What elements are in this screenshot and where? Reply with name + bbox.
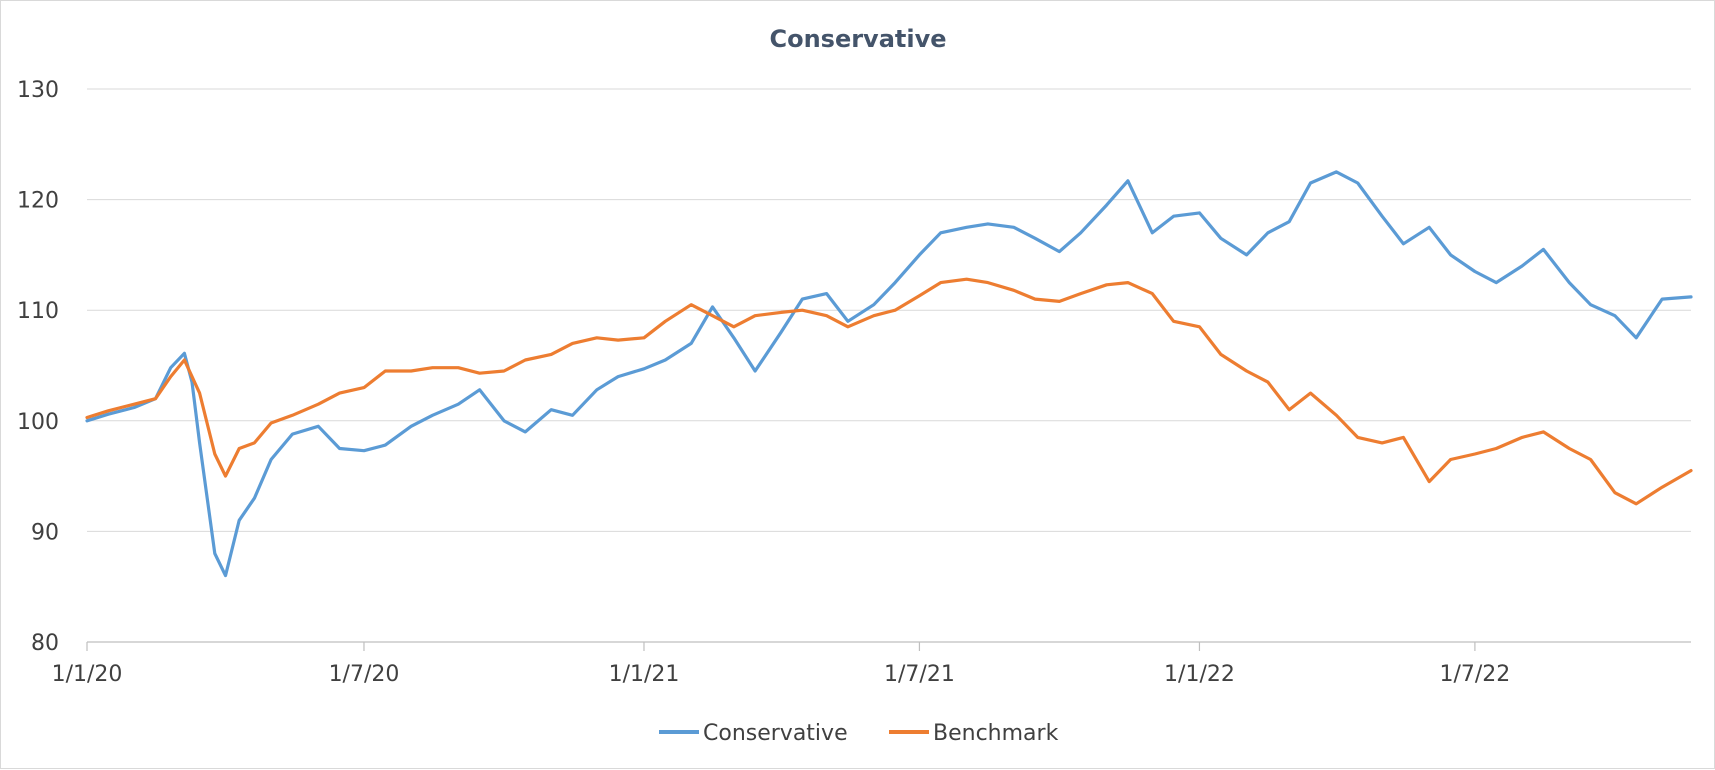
x-tick-label: 1/7/22 — [1439, 662, 1510, 687]
x-tick-label: 1/7/20 — [329, 662, 400, 687]
series-lines — [87, 172, 1691, 576]
legend: Conservative Benchmark — [659, 721, 1059, 746]
gridlines — [87, 89, 1691, 642]
legend-label-conservative: Conservative — [703, 721, 848, 746]
x-tick-label: 1/7/21 — [884, 662, 955, 687]
y-tick-label: 90 — [31, 520, 59, 545]
series-line-conservative — [87, 172, 1691, 576]
y-tick-label: 130 — [17, 78, 59, 103]
x-axis-ticks: 1/1/20 1/7/20 1/1/21 1/7/21 1/1/22 1/7/22 — [52, 642, 1511, 687]
y-tick-label: 100 — [17, 410, 59, 435]
series-line-benchmark — [87, 279, 1691, 504]
x-tick-label: 1/1/21 — [609, 662, 680, 687]
y-axis-ticks: 80 90 100 110 120 130 — [17, 78, 59, 656]
x-tick-label: 1/1/22 — [1164, 662, 1235, 687]
legend-label-benchmark: Benchmark — [933, 721, 1059, 746]
y-tick-label: 110 — [17, 299, 59, 324]
y-tick-label: 80 — [31, 631, 59, 656]
chart-title: Conservative — [769, 25, 946, 53]
y-tick-label: 120 — [17, 189, 59, 214]
x-tick-label: 1/1/20 — [52, 662, 123, 687]
